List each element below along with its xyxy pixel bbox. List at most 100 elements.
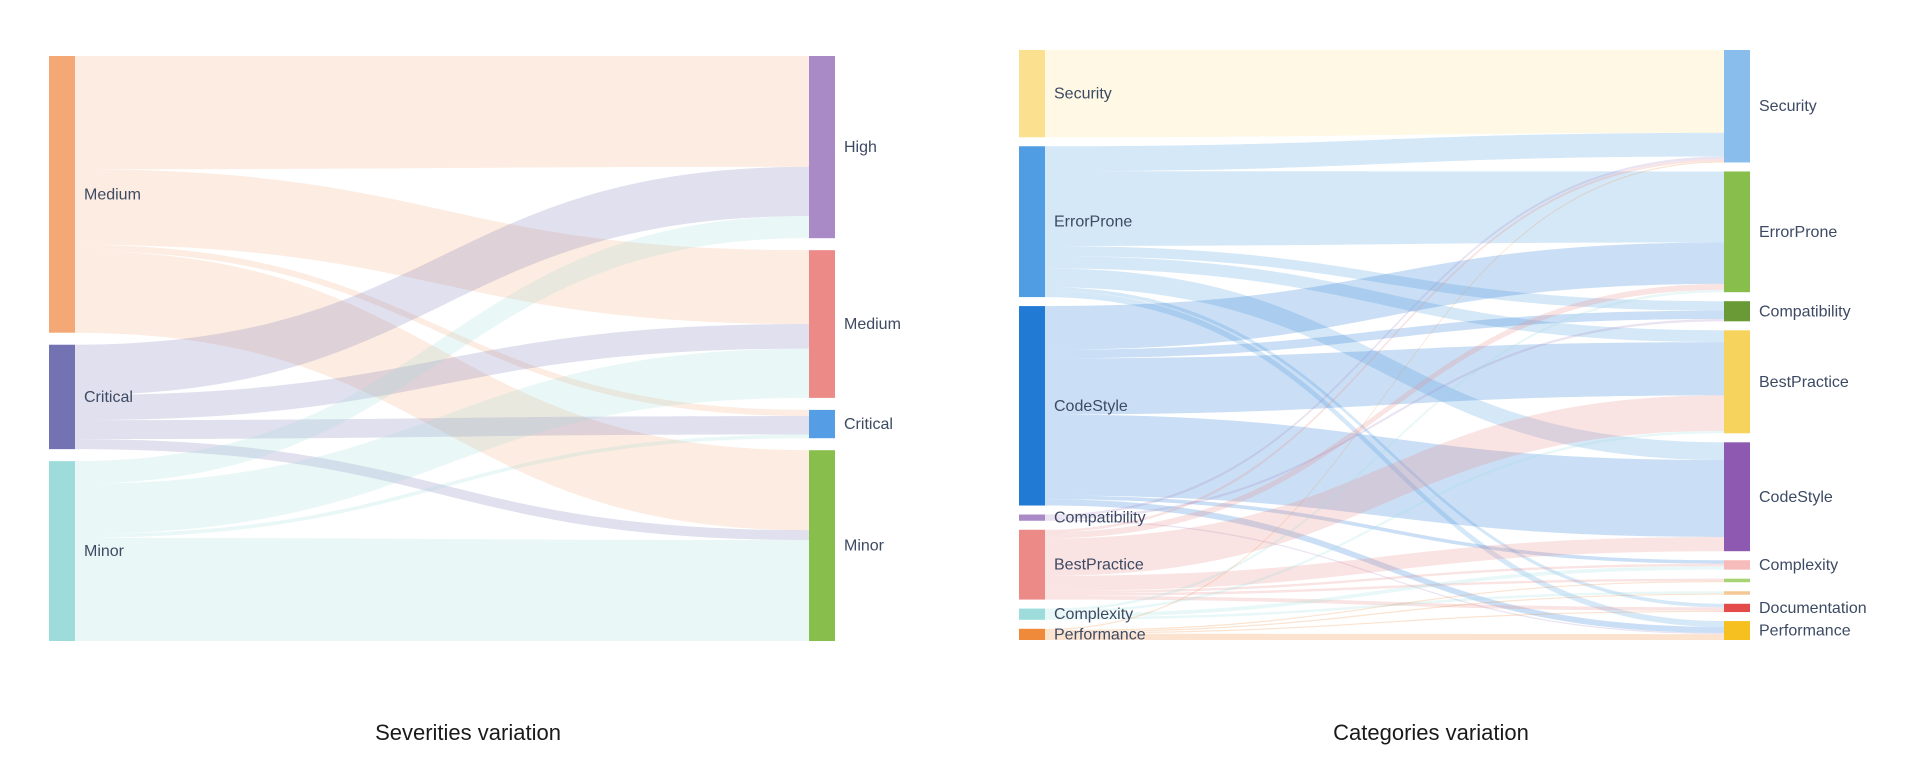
link-c-errorprone-to-d-compat — [1045, 245, 1724, 311]
link-s-minor-to-t-minor — [75, 537, 809, 641]
target-node-high — [809, 56, 835, 239]
link-c-codestyle-to-d-performance — [1045, 499, 1724, 633]
link-c-codestyle-to-d-complexity — [1045, 495, 1724, 564]
link-c-performance-to-d-performance — [1045, 633, 1724, 640]
target-node-security — [1724, 50, 1750, 163]
link-c-errorprone-to-d-security — [1045, 132, 1724, 172]
link-c-complexity-to-d-complexity — [1045, 566, 1724, 618]
link-s-minor-to-t-high — [75, 216, 809, 484]
link-s-medium-to-t-minor — [75, 250, 809, 531]
link-c-bestpractice-to-d-bestpractice — [1045, 395, 1724, 576]
target-node-label-complexity: Complexity — [1759, 557, 1838, 574]
link-c-compat-to-d-performance — [1045, 519, 1724, 635]
link-c-complexity-to-d-bestpractice — [1045, 430, 1724, 614]
source-node-performance — [1019, 628, 1045, 640]
target-node-label-security: Security — [1759, 98, 1817, 115]
target-node-performance — [1724, 621, 1750, 640]
target-node-compatibility — [1724, 301, 1750, 322]
link-c-performance-to-d-documentation — [1045, 610, 1724, 634]
source-node-compatibility — [1019, 514, 1045, 521]
link-s-critical-to-t-minor — [75, 439, 809, 541]
source-node-label-compatibility: Compatibility — [1054, 510, 1146, 527]
link-c-bestpractice-to-d-codestyle — [1045, 536, 1724, 591]
link-c-errorprone-to-d-documentation — [1045, 287, 1724, 608]
source-node-codestyle — [1019, 306, 1045, 506]
target-node-minor — [809, 450, 835, 641]
link-c-performance-to-d-extra — [1045, 581, 1724, 632]
target-node-d-extra — [1724, 578, 1750, 583]
link-c-performance-to-d-extra2 — [1045, 593, 1724, 633]
link-s-medium-to-t-critical — [75, 244, 809, 417]
link-s-minor-to-t-medium — [75, 348, 809, 535]
target-node-complexity — [1724, 560, 1750, 570]
link-c-complexity-to-d-errorprone — [1045, 289, 1724, 612]
source-node-errorprone — [1019, 146, 1045, 298]
target-node-critical — [809, 409, 835, 439]
source-node-label-errorprone: ErrorProne — [1054, 214, 1132, 231]
target-node-label-high: High — [844, 139, 877, 156]
link-c-errorprone-to-d-performance — [1045, 290, 1724, 627]
target-node-label-compatibility: Compatibility — [1759, 303, 1851, 320]
source-node-security — [1019, 50, 1045, 138]
target-node-label-medium: Medium — [844, 316, 901, 333]
source-node-minor — [49, 461, 75, 641]
link-c-performance-to-d-security — [1045, 161, 1724, 631]
link-s-critical-to-t-high — [75, 166, 809, 396]
link-c-codestyle-to-d-compat — [1045, 310, 1724, 359]
link-c-bestpractice-to-d-documentation — [1045, 595, 1724, 611]
severities-sankey: Medium Critical Minor High Medium Critical Min… — [49, 56, 901, 641]
sankey-source-nodes: Medium Critical Minor — [49, 56, 141, 641]
target-node-label-bestpractice: BestPractice — [1759, 374, 1849, 391]
source-node-label-bestpractice: BestPractice — [1054, 557, 1144, 574]
link-c-errorprone-to-d-codestyle — [1045, 268, 1724, 461]
target-node-label-critical: Critical — [844, 416, 893, 433]
link-s-critical-to-t-critical — [75, 416, 809, 440]
source-node-label-security: Security — [1054, 86, 1112, 103]
link-s-critical-to-t-medium — [75, 324, 809, 421]
target-node-bestpractice — [1724, 330, 1750, 434]
target-node-documentation — [1724, 603, 1750, 613]
link-c-complexity-to-d-extra2 — [1045, 591, 1724, 620]
link-c-bestpractice-to-d-extra — [1045, 578, 1724, 596]
link-s-minor-to-t-critical — [75, 434, 809, 538]
link-c-codestyle-to-d-errorprone — [1045, 242, 1724, 350]
source-node-label-medium: Medium — [84, 186, 141, 203]
link-c-security-to-d-security — [1045, 50, 1724, 138]
target-node-label-documentation: Documentation — [1759, 600, 1867, 617]
sankey-target-nodes: Security ErrorProne Compatibility BestPract… — [1724, 50, 1867, 640]
sankey-links — [1045, 50, 1724, 640]
categories-sankey: Security ErrorProne CodeStyle Compatibility… — [1019, 50, 1867, 643]
target-node-errorprone — [1724, 171, 1750, 293]
source-node-label-minor: Minor — [84, 543, 125, 560]
link-c-bestpractice-to-d-errorprone — [1045, 283, 1724, 539]
source-node-label-codestyle: CodeStyle — [1054, 398, 1128, 415]
source-node-label-performance: Performance — [1054, 626, 1146, 643]
target-node-d-extra2 — [1724, 591, 1750, 595]
target-node-codestyle — [1724, 442, 1750, 552]
categories-caption: Categories variation — [1333, 720, 1529, 745]
target-node-label-errorprone: ErrorProne — [1759, 224, 1837, 241]
link-c-errorprone-to-d-errorprone — [1045, 171, 1724, 246]
sankey-source-nodes: Security ErrorProne CodeStyle Compatibility… — [1019, 50, 1146, 643]
sankey-links — [75, 56, 809, 641]
link-c-errorprone-to-d-bestpractice — [1045, 255, 1724, 343]
target-node-label-performance: Performance — [1759, 623, 1851, 640]
source-node-label-complexity: Complexity — [1054, 606, 1133, 623]
severities-sankey-panel: Medium Critical Minor High Medium Critical Min… — [0, 0, 955, 768]
target-node-label-minor: Minor — [844, 538, 885, 555]
source-node-bestpractice — [1019, 529, 1045, 600]
link-c-codestyle-to-d-bestpractice — [1045, 342, 1724, 415]
link-c-bestpractice-to-d-complexity — [1045, 563, 1724, 594]
source-node-critical — [49, 344, 75, 450]
link-c-compat-to-d-compat — [1045, 318, 1724, 520]
source-node-complexity — [1019, 608, 1045, 620]
link-s-medium-to-t-high — [75, 56, 809, 170]
link-c-bestpractice-to-d-security — [1045, 158, 1724, 533]
target-node-label-codestyle: CodeStyle — [1759, 489, 1833, 506]
sankey-target-nodes: High Medium Critical Minor — [809, 56, 901, 641]
source-node-medium — [49, 56, 75, 333]
categories-sankey-panel: Security ErrorProne CodeStyle Compatibility… — [955, 0, 1911, 768]
link-s-medium-to-t-medium — [75, 169, 809, 325]
link-c-compat-to-d-security — [1045, 156, 1724, 518]
severities-caption: Severities variation — [375, 720, 561, 745]
